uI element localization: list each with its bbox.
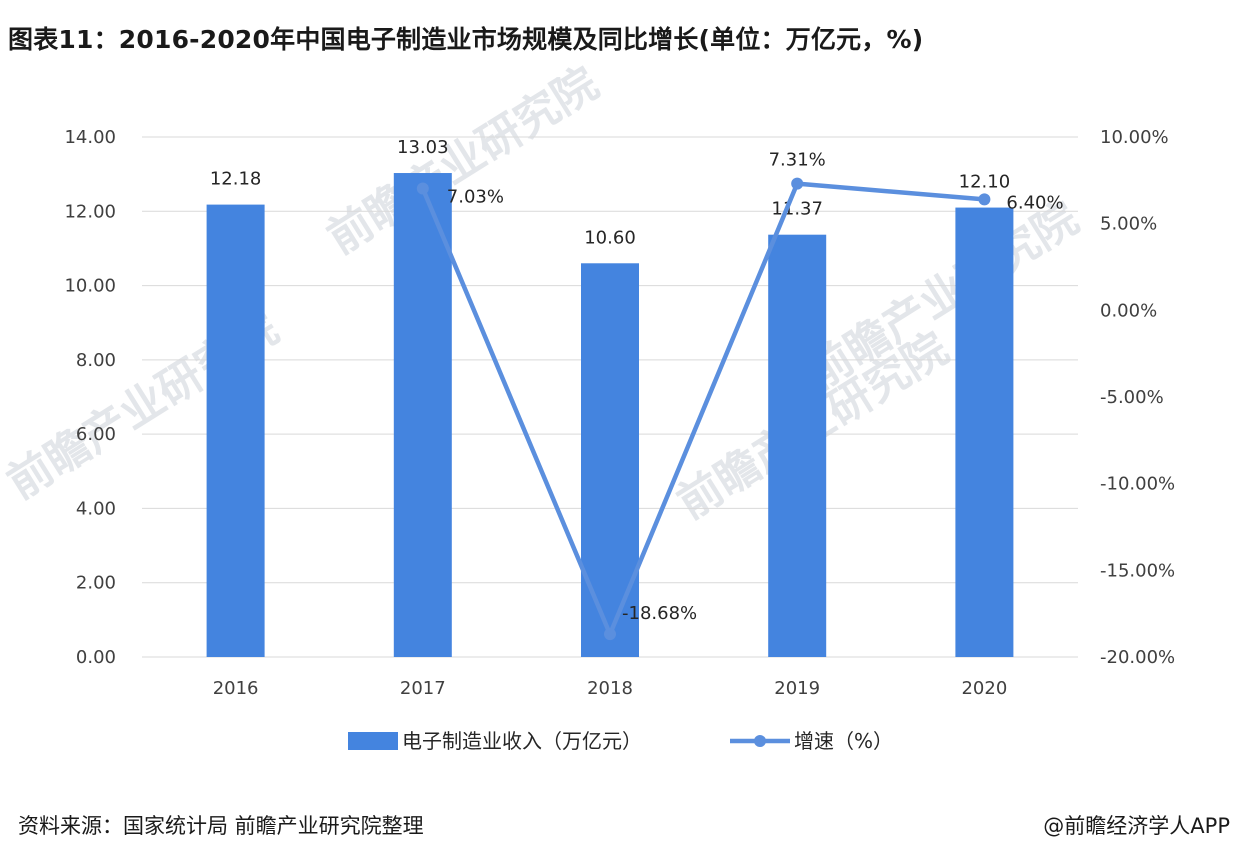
- bar-data-label: 12.18: [210, 169, 262, 190]
- x-tick-label: 2020: [961, 678, 1007, 699]
- legend-bar-swatch: [348, 732, 398, 750]
- y-left-tick-label: 14.00: [64, 127, 116, 148]
- y-left-tick-label: 12.00: [64, 201, 116, 222]
- y-axis-right: -20.00% -15.00% -10.00% -5.00% 0.00% 5.00% 10.…: [1100, 127, 1175, 668]
- x-axis: 2016 2017 2018 2019 2020: [213, 678, 1008, 699]
- legend: 电子制造业收入（万亿元） 增速（%）: [348, 729, 893, 753]
- watermark-layer: 前瞻产业研究院前瞻产业研究院前瞻产业研究院前瞻产业研究院: [0, 58, 1087, 529]
- y-left-tick-label: 10.00: [64, 276, 116, 297]
- bar-series: [206, 173, 1014, 658]
- y-right-tick-label: 5.00%: [1100, 214, 1157, 235]
- y-right-tick-label: -10.00%: [1100, 474, 1175, 495]
- chart-title: 图表11：2016-2020年中国电子制造业市场规模及同比增长(单位：万亿元，%…: [8, 25, 924, 54]
- y-right-tick-label: -20.00%: [1100, 647, 1175, 668]
- x-tick-label: 2019: [774, 678, 820, 699]
- line-data-labels: 7.03% -18.68% 7.31% 6.40%: [447, 150, 1064, 624]
- line-data-label: 7.31%: [769, 150, 826, 171]
- growth-point: [604, 628, 616, 641]
- y-right-tick-label: -5.00%: [1100, 387, 1164, 408]
- bar: [768, 234, 827, 657]
- bar: [581, 263, 639, 657]
- bar-data-labels: 12.18 13.03 10.60 11.37 12.10: [210, 137, 1010, 248]
- line-series: [416, 177, 991, 641]
- y-right-tick-label: 10.00%: [1100, 127, 1169, 148]
- y-right-tick-label: 0.00%: [1100, 300, 1157, 321]
- bar-data-label: 11.37: [771, 199, 823, 220]
- brand-credit: @前瞻经济学人APP: [1043, 814, 1230, 838]
- y-axis-left: 0.00 2.00 4.00 6.00 8.00 10.00 12.00 14.00: [64, 127, 116, 668]
- line-data-label: 6.40%: [1006, 192, 1063, 213]
- x-tick-label: 2017: [400, 678, 446, 699]
- y-right-tick-label: -15.00%: [1100, 560, 1175, 581]
- x-tick-label: 2016: [213, 678, 259, 699]
- bar: [206, 204, 265, 657]
- bar: [393, 173, 452, 657]
- y-left-tick-label: 0.00: [76, 647, 116, 668]
- y-left-tick-label: 2.00: [76, 573, 116, 594]
- watermark-text: 前瞻产业研究院: [319, 58, 607, 264]
- bar-data-label: 10.60: [584, 227, 636, 248]
- legend-line-label: 增速（%）: [794, 729, 893, 753]
- line-data-label: -18.68%: [622, 603, 697, 624]
- source-note: 资料来源：国家统计局 前瞻产业研究院整理: [18, 814, 424, 838]
- bar-data-label: 13.03: [397, 137, 449, 158]
- x-tick-label: 2018: [587, 678, 633, 699]
- bar-data-label: 12.10: [959, 172, 1011, 193]
- y-left-tick-label: 4.00: [76, 498, 116, 519]
- growth-point: [978, 193, 991, 206]
- growth-point: [791, 177, 804, 190]
- y-left-tick-label: 8.00: [76, 350, 116, 371]
- y-left-tick-label: 6.00: [76, 424, 116, 445]
- growth-line: [420, 181, 985, 637]
- legend-line-marker: [754, 735, 766, 747]
- bar: [955, 207, 1014, 658]
- line-data-label: 7.03%: [447, 186, 504, 207]
- growth-point: [416, 182, 429, 195]
- legend-bar-label: 电子制造业收入（万亿元）: [402, 729, 642, 753]
